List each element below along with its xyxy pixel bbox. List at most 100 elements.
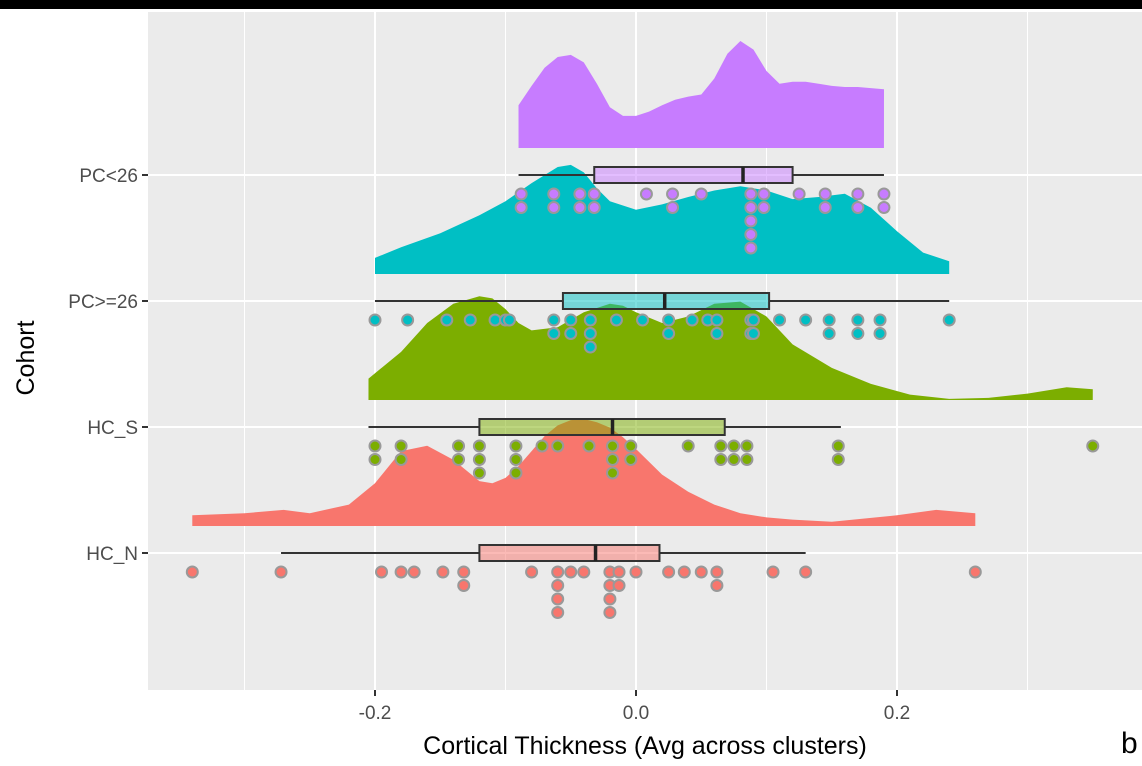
rain-point-HC_S-1 xyxy=(368,453,382,466)
rain-point-HC_N-14 xyxy=(577,565,591,579)
rain-point-PC>=26-4 xyxy=(488,313,502,327)
rain-point-HC_S-26 xyxy=(740,453,754,466)
rain-point-HC_N-8 xyxy=(525,565,539,579)
rain-point-PC>=26-13 xyxy=(583,340,597,354)
rain-point-PC<26-25 xyxy=(877,201,891,214)
rain-point-PC<26-11 xyxy=(694,187,708,201)
rain-point-HC_S-6 xyxy=(472,439,486,453)
rain-point-PC>=26-32 xyxy=(873,313,887,327)
box-PC<26 xyxy=(593,166,794,184)
boxplots xyxy=(281,166,950,562)
y-axis: HC_N HC_S PC>=26 PC<26 xyxy=(68,166,148,565)
rain-point-HC_N-24 xyxy=(694,565,708,579)
x-axis-title: Cortical Thickness (Avg across clusters) xyxy=(423,732,867,760)
rain-point-HC_N-12 xyxy=(551,606,565,619)
rain-point-HC_N-25 xyxy=(710,565,724,579)
rain-point-HC_N-10 xyxy=(551,579,565,592)
rain-point-HC_N-23 xyxy=(677,565,691,579)
rain-point-PC<26-20 xyxy=(818,187,832,201)
rain-point-HC_N-27 xyxy=(766,565,780,579)
rain-point-HC_S-0 xyxy=(368,439,382,453)
rain-point-HC_N-19 xyxy=(612,565,626,579)
rain-point-PC>=26-15 xyxy=(636,313,650,327)
rain-point-PC<26-2 xyxy=(547,187,561,201)
rain-point-PC>=26-29 xyxy=(822,327,836,340)
rain-point-PC>=26-26 xyxy=(773,313,787,327)
rain-point-HC_S-9 xyxy=(509,439,523,453)
rain-point-HC_S-21 xyxy=(714,439,728,453)
rain-point-PC<26-7 xyxy=(587,201,601,214)
rain-point-PC<26-1 xyxy=(514,201,528,214)
rain-point-PC<26-6 xyxy=(587,187,601,201)
rain-point-PC>=26-16 xyxy=(662,313,676,327)
rain-point-PC>=26-0 xyxy=(368,313,382,327)
rain-point-HC_N-29 xyxy=(968,565,982,579)
rain-point-HC_S-14 xyxy=(582,439,596,453)
rain-point-HC_N-21 xyxy=(629,565,643,579)
rain-point-PC>=26-28 xyxy=(822,313,836,327)
rain-points xyxy=(185,187,1100,619)
rain-point-HC_S-23 xyxy=(727,439,741,453)
rain-point-HC_N-13 xyxy=(564,565,578,579)
rain-point-PC<26-16 xyxy=(744,241,758,255)
rain-point-PC>=26-31 xyxy=(851,327,865,340)
rain-point-PC>=26-20 xyxy=(710,313,724,327)
density-cloud-HC_N xyxy=(192,419,976,526)
x-axis: -0.2 0.0 0.2 xyxy=(359,690,910,724)
rain-point-PC>=26-27 xyxy=(799,313,813,327)
rain-point-PC>=26-30 xyxy=(851,313,865,327)
rain-point-HC_S-20 xyxy=(681,439,695,453)
rain-point-PC>=26-8 xyxy=(547,327,561,340)
rain-point-HC_N-3 xyxy=(394,565,408,579)
rain-point-PC<26-5 xyxy=(573,201,587,214)
rain-point-HC_S-25 xyxy=(740,439,754,453)
rain-point-HC_S-16 xyxy=(606,453,620,466)
rain-point-PC>=26-1 xyxy=(401,313,415,327)
rain-point-HC_S-17 xyxy=(606,466,620,480)
rain-point-HC_N-20 xyxy=(612,579,626,592)
x-tick-label-1: 0.0 xyxy=(623,703,649,724)
x-tick-label-2: 0.2 xyxy=(884,703,910,724)
rain-point-HC_S-12 xyxy=(535,439,549,453)
rain-point-PC>=26-21 xyxy=(710,327,724,340)
rain-point-PC<26-3 xyxy=(547,201,561,214)
rain-point-PC>=26-11 xyxy=(583,313,597,327)
rain-point-PC<26-22 xyxy=(851,187,865,201)
rain-point-HC_N-11 xyxy=(551,592,565,606)
rain-point-HC_N-9 xyxy=(551,565,565,579)
box-HC_S xyxy=(478,418,726,436)
rain-point-PC<26-21 xyxy=(818,201,832,214)
rain-point-HC_N-7 xyxy=(457,579,471,592)
rain-point-PC>=26-18 xyxy=(685,313,699,327)
rain-point-HC_S-4 xyxy=(452,439,466,453)
rain-point-HC_N-6 xyxy=(457,565,471,579)
rain-point-PC>=26-33 xyxy=(873,327,887,340)
rain-point-HC_N-2 xyxy=(375,565,389,579)
rain-point-HC_N-1 xyxy=(274,565,288,579)
rain-point-PC<26-12 xyxy=(744,187,758,201)
rain-point-HC_S-28 xyxy=(831,453,845,466)
rain-point-HC_S-5 xyxy=(452,453,466,466)
rain-point-PC<26-17 xyxy=(757,187,771,201)
rain-point-PC<26-18 xyxy=(757,201,771,214)
y-tick-label-1: HC_S xyxy=(87,418,138,439)
rain-point-PC<26-10 xyxy=(666,201,680,214)
box-HC_N xyxy=(478,544,661,562)
rain-point-HC_N-26 xyxy=(710,579,724,592)
rain-point-HC_N-0 xyxy=(185,565,199,579)
rain-point-PC>=26-34 xyxy=(942,313,956,327)
rain-point-HC_S-8 xyxy=(472,466,486,480)
rain-point-HC_S-24 xyxy=(727,453,741,466)
rain-point-HC_N-28 xyxy=(799,565,813,579)
rain-point-HC_N-18 xyxy=(603,606,617,619)
rain-point-PC<26-4 xyxy=(573,187,587,201)
rain-point-HC_S-7 xyxy=(472,453,486,466)
rain-point-PC>=26-3 xyxy=(463,313,477,327)
rain-point-PC>=26-14 xyxy=(609,313,623,327)
rain-point-HC_S-2 xyxy=(394,439,408,453)
rain-point-HC_S-11 xyxy=(509,466,523,480)
rain-point-HC_S-27 xyxy=(831,439,845,453)
y-axis-title: Cohort xyxy=(12,320,40,395)
rain-point-HC_S-18 xyxy=(624,439,638,453)
y-tick-label-2: PC>=26 xyxy=(68,292,138,313)
